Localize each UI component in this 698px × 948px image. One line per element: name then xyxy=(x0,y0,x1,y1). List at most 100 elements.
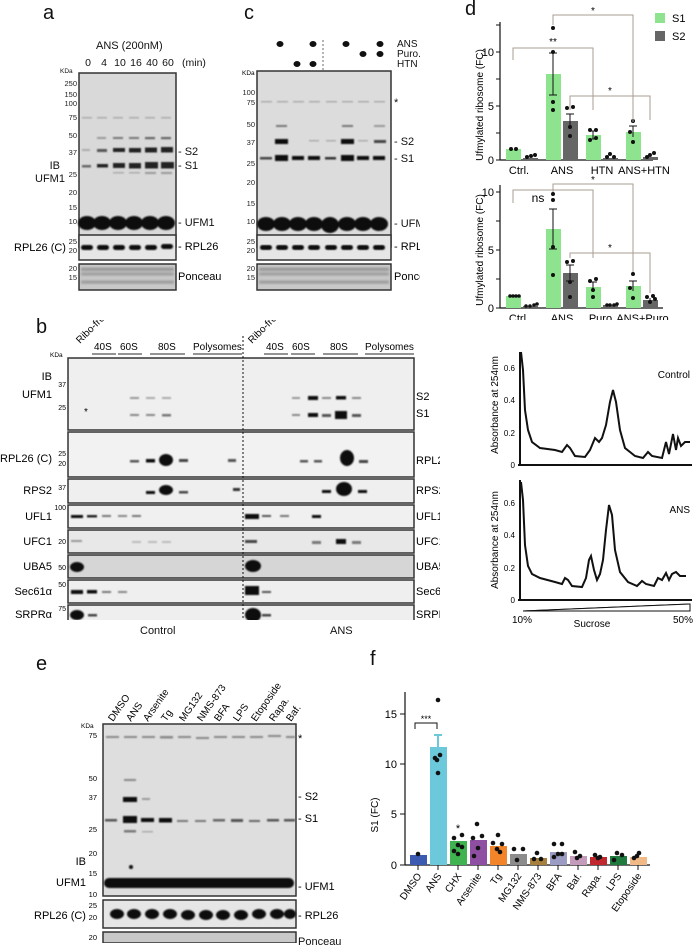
timepoint: 16 xyxy=(130,57,142,69)
svg-text:*: * xyxy=(84,407,88,418)
svg-text:- RPL26: - RPL26 xyxy=(394,241,420,253)
svg-text:- UFM1: - UFM1 xyxy=(394,218,420,230)
svg-text:75: 75 xyxy=(69,113,77,122)
svg-text:- RPL26: - RPL26 xyxy=(298,910,338,922)
timepoint: 0 xyxy=(85,57,91,69)
svg-text:37: 37 xyxy=(58,382,66,389)
svg-text:40S: 40S xyxy=(266,342,284,353)
svg-text:80S: 80S xyxy=(158,342,176,353)
svg-text:IB: IB xyxy=(50,160,60,172)
svg-text:S2: S2 xyxy=(416,391,429,403)
svg-text:- S2: - S2 xyxy=(394,136,414,148)
svg-text:Puro.: Puro. xyxy=(397,49,420,60)
svg-text:0: 0 xyxy=(511,461,516,470)
svg-text:HTN: HTN xyxy=(397,59,418,70)
svg-text:20: 20 xyxy=(247,246,255,255)
svg-text:RPL26 (C): RPL26 (C) xyxy=(0,453,52,465)
svg-text:0.4: 0.4 xyxy=(504,531,516,540)
panel-label-f: f xyxy=(370,648,376,670)
svg-text:25: 25 xyxy=(58,451,66,458)
condition-ans: ANS xyxy=(397,39,418,50)
panel-c: ANS Puro. HTN KDa 100 75 50 37 25 20 15 10 * - … xyxy=(240,0,420,310)
svg-text:50: 50 xyxy=(69,131,77,140)
svg-text:UFL1: UFL1 xyxy=(25,511,52,523)
svg-text:100: 100 xyxy=(64,99,77,108)
group-label-ans: ANS xyxy=(330,625,353,637)
svg-text:RPS2: RPS2 xyxy=(416,485,440,497)
chart-f: S1 (FC) 0 5 10 15 xyxy=(370,692,650,914)
svg-text:50: 50 xyxy=(247,120,255,129)
kda-label: KDa xyxy=(60,68,73,75)
panel-label-b: b xyxy=(36,316,48,338)
svg-text:20: 20 xyxy=(69,188,77,197)
svg-text:50: 50 xyxy=(58,582,66,589)
panel-e: DMSO ANS Arsenite Tg MG132 NMS-873 BFA L… xyxy=(0,640,341,948)
svg-text:- S1: - S1 xyxy=(298,813,318,825)
svg-text:0.6: 0.6 xyxy=(504,499,516,508)
svg-text:10: 10 xyxy=(69,217,77,226)
svg-text:0: 0 xyxy=(511,596,516,605)
svg-text:Polysomes: Polysomes xyxy=(193,342,242,353)
treatment-label: ANS (200nM) xyxy=(96,40,163,52)
group-label-control: Control xyxy=(140,625,176,637)
svg-text:Baf.: Baf. xyxy=(565,871,584,892)
svg-text:RPS2: RPS2 xyxy=(23,485,52,497)
svg-text:20: 20 xyxy=(69,264,77,273)
svg-text:0.4: 0.4 xyxy=(504,396,516,405)
svg-text:75: 75 xyxy=(89,731,97,740)
svg-text:20: 20 xyxy=(89,933,97,942)
svg-text:Polysomes: Polysomes xyxy=(365,342,414,353)
svg-text:*: * xyxy=(298,733,303,745)
chart-d: S1 S2 Ufmylated ribosome (FC) 0 5 10 xyxy=(475,6,685,320)
svg-text:60S: 60S xyxy=(292,342,310,353)
svg-text:Puro.: Puro. xyxy=(589,313,615,320)
svg-text:*: * xyxy=(608,86,612,97)
svg-text:UFM1: UFM1 xyxy=(22,389,52,401)
svg-text:10: 10 xyxy=(482,187,494,199)
svg-text:Sucrose: Sucrose xyxy=(574,619,611,630)
svg-text:Ctrl.: Ctrl. xyxy=(509,165,529,177)
svg-text:- RPL26: - RPL26 xyxy=(178,241,218,253)
svg-text:Ufmylated ribosome (FC): Ufmylated ribosome (FC) xyxy=(475,194,486,306)
svg-text:ANS: ANS xyxy=(551,165,574,177)
marker: 250 xyxy=(64,79,77,88)
svg-text:10: 10 xyxy=(482,47,494,59)
svg-text:DMSO: DMSO xyxy=(398,871,424,902)
svg-text:75: 75 xyxy=(247,98,255,107)
panel-label-d: d xyxy=(465,0,477,20)
panel-b: Ribo-free 40S 60S 80S Polysomes Ribo-free 4… xyxy=(0,320,440,637)
legend-s1-swatch xyxy=(655,13,665,23)
svg-text:37: 37 xyxy=(58,485,66,492)
svg-text:75: 75 xyxy=(58,606,66,613)
svg-text:Rapa.: Rapa. xyxy=(580,871,604,899)
timepoint: 10 xyxy=(114,57,126,69)
svg-text:25: 25 xyxy=(247,159,255,168)
svg-text:20: 20 xyxy=(69,246,77,255)
svg-text:LPS: LPS xyxy=(231,702,251,724)
svg-text:IB: IB xyxy=(42,371,52,383)
panel-f: S1 (FC) 0 5 10 15 xyxy=(340,640,698,943)
svg-text:S1 (FC): S1 (FC) xyxy=(370,798,381,833)
svg-text:ANS+HTN: ANS+HTN xyxy=(618,165,670,177)
svg-text:Absorbance at 254nm: Absorbance at 254nm xyxy=(490,491,501,589)
svg-text:5: 5 xyxy=(488,245,494,257)
panel-label-e: e xyxy=(36,653,48,675)
svg-text:*: * xyxy=(608,243,612,254)
svg-text:Sec61α: Sec61α xyxy=(416,586,440,598)
svg-text:50%: 50% xyxy=(673,615,693,626)
svg-text:S2: S2 xyxy=(672,31,685,43)
time-unit: (min) xyxy=(182,57,206,69)
svg-text:*: * xyxy=(394,97,399,109)
svg-text:15: 15 xyxy=(385,709,397,721)
svg-text:20: 20 xyxy=(247,264,255,273)
profile-title-control: Control xyxy=(658,370,690,381)
svg-text:S1: S1 xyxy=(416,408,429,420)
svg-text:20: 20 xyxy=(89,913,97,922)
timepoint: 40 xyxy=(146,57,158,69)
svg-text:25: 25 xyxy=(69,170,77,179)
svg-text:0: 0 xyxy=(488,155,494,167)
svg-text:10: 10 xyxy=(89,890,97,899)
svg-text:20: 20 xyxy=(247,178,255,187)
svg-text:- S2: - S2 xyxy=(298,791,318,803)
